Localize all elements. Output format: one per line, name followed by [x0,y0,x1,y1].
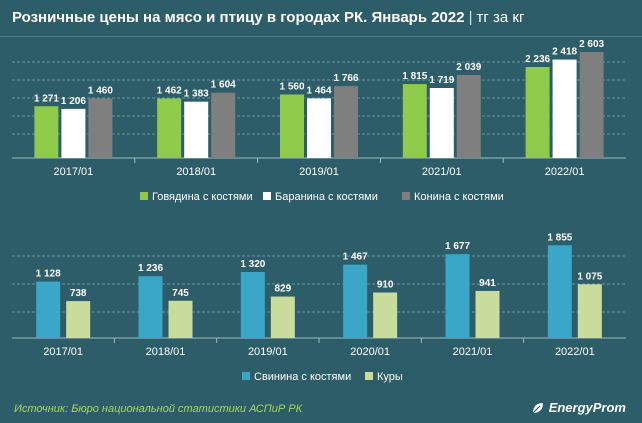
bar [138,276,163,338]
source-text: Источник: Бюро национальной статистики А… [14,403,303,415]
title-bar: Розничные цены на мясо и птицу в городах… [0,0,642,37]
bar [168,300,193,338]
legend-swatch [140,192,148,200]
data-label: 1 815 [402,71,427,82]
x-tick-label: 2022/01 [545,166,585,178]
bar [525,66,550,158]
bar [270,296,295,338]
bar [36,281,61,338]
data-label: 1 467 [343,252,368,263]
brand-logo: EnergyProm [531,400,626,415]
data-label: 1 206 [61,96,86,107]
bar [334,86,358,158]
data-label: 941 [479,278,496,289]
bar [307,98,331,158]
legend-label: Свинина с костями [254,371,351,383]
bar [157,98,182,158]
bar [373,292,398,338]
data-label: 1 604 [211,80,236,91]
chart-title: Розничные цены на мясо и птицу в городах… [12,9,524,26]
bar [456,74,481,158]
title-separator: | [468,9,473,26]
data-label: 738 [70,288,87,299]
data-label: 745 [172,288,189,299]
data-label: 829 [274,284,291,295]
data-label: 910 [377,280,394,291]
bar [88,98,113,158]
legend-swatch [365,372,373,380]
x-tick-label: 2019/01 [248,346,288,358]
legend-label: Куры [377,371,403,383]
data-label: 1 560 [279,81,304,92]
data-label: 1 855 [547,232,572,243]
data-label: 1 462 [157,85,182,96]
data-label: 1 236 [138,263,163,274]
data-label: 2 418 [552,47,577,58]
data-label: 2 236 [525,54,550,65]
x-tick-label: 2018/01 [146,346,186,358]
leaf-icon [532,402,543,413]
x-tick-label: 2018/01 [176,166,216,178]
bar [577,284,602,338]
bar [402,84,427,158]
bar [211,92,236,158]
x-tick-label: 2019/01 [299,166,339,178]
bar [475,290,500,338]
bar [429,88,454,158]
bar [552,59,577,158]
brand-name: EnergyProm [548,400,626,415]
data-label: 2 039 [456,62,481,73]
x-tick-label: 2020/01 [350,346,390,358]
legend-label: Конина с костями [414,191,504,203]
data-label: 2 603 [579,39,604,50]
data-label: 1 320 [240,259,265,270]
data-label: 1 766 [333,73,358,84]
title-unit: тг за кг [476,9,525,26]
data-label: 1 677 [445,241,470,252]
legend-label: Говядина с костями [152,191,253,203]
data-label: 1 719 [429,75,454,86]
data-label: 1 464 [306,85,331,96]
footer: Источник: Бюро национальной статистики А… [0,395,642,423]
bar [66,301,91,338]
title-main: Розничные цены на мясо и птицу в городах… [12,9,465,26]
bar [61,108,86,158]
x-tick-label: 2017/01 [54,166,94,178]
bar [240,272,265,338]
x-tick-label: 2021/01 [453,346,493,358]
bar [184,101,209,158]
data-label: 1 075 [577,271,602,282]
x-tick-label: 2017/01 [43,346,83,358]
data-label: 1 128 [36,269,61,280]
legend-swatch [242,372,250,380]
data-label: 1 383 [184,89,209,100]
data-label: 1 460 [88,86,113,97]
bar [579,52,604,158]
x-tick-label: 2022/01 [555,346,595,358]
x-tick-label: 2021/01 [422,166,462,178]
bar [343,264,368,338]
legend-label: Баранина с костями [275,191,378,203]
bar [34,106,59,158]
legend-swatch [263,192,271,200]
bar [280,94,304,158]
bar [445,254,470,338]
legend-swatch [402,192,410,200]
bar [547,245,572,338]
data-label: 1 271 [34,93,59,104]
